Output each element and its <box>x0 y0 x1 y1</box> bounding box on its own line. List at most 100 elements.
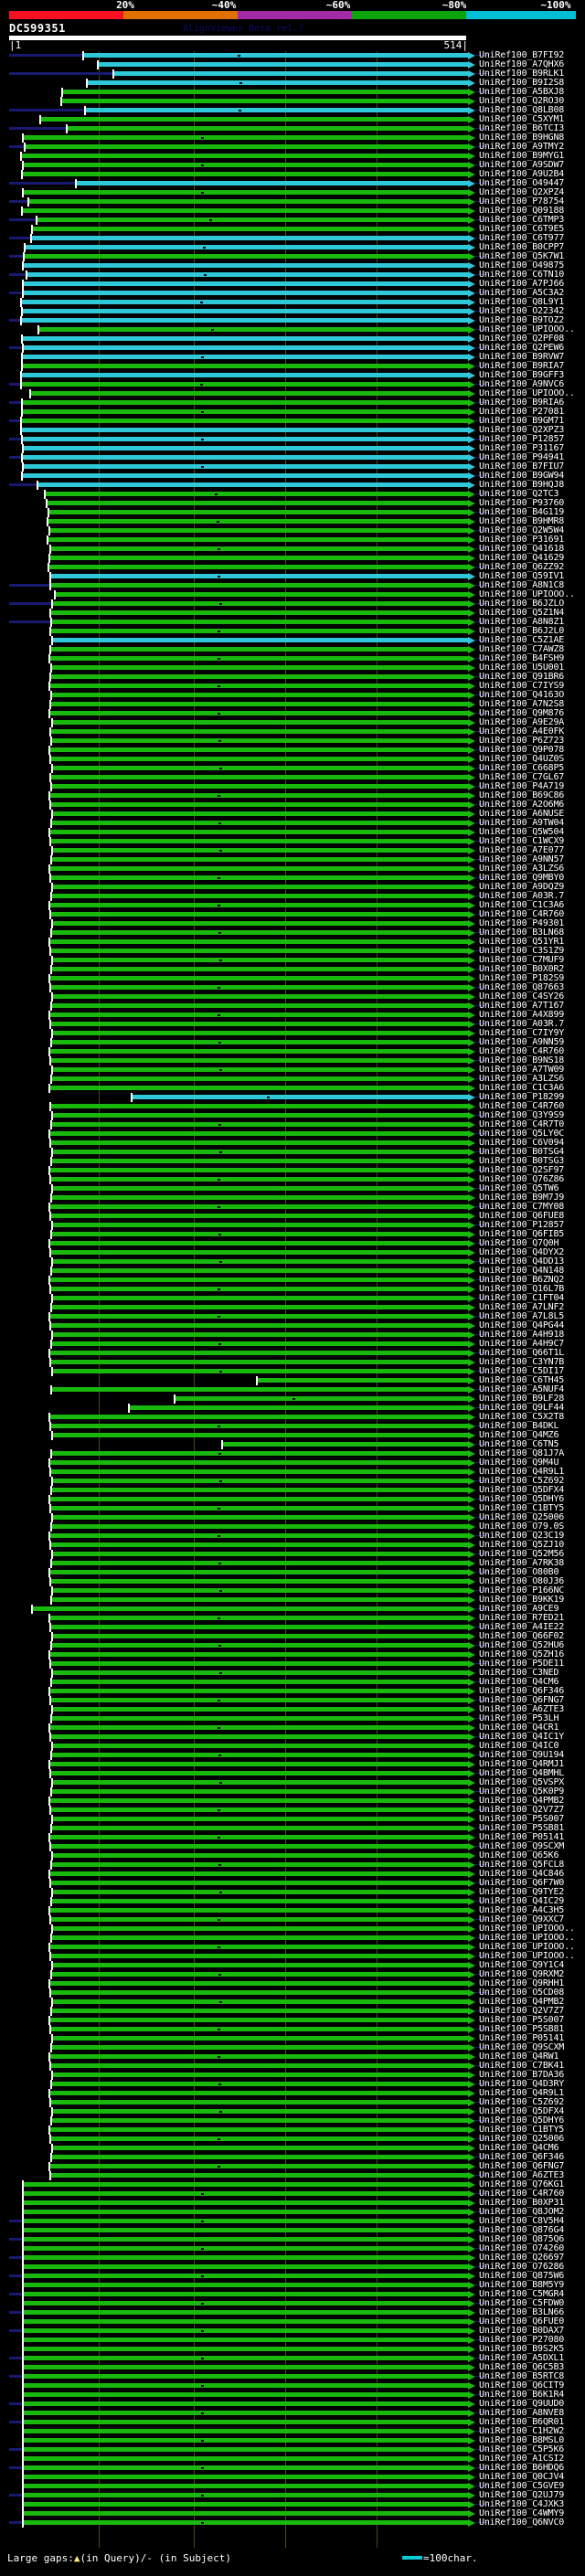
subject-id-label[interactable]: UniRef100_Q81J7A <box>479 1448 565 1458</box>
subject-id-label[interactable]: UniRef100_Q8L9Y1 <box>479 297 565 307</box>
subject-id-label[interactable]: UniRef100_Q4D3RY <box>479 2079 565 2089</box>
alignment-row[interactable]: UniRef100_A4H918 <box>0 1330 585 1340</box>
alignment-row[interactable]: UniRef100_C1C3A6 <box>0 901 585 910</box>
alignment-row[interactable]: UniRef100_B9GFF3 <box>0 371 585 380</box>
subject-id-label[interactable]: UniRef100_P31691 <box>479 535 565 545</box>
alignment-row[interactable]: UniRef100_Q6FNG7 <box>0 2162 585 2171</box>
subject-id-label[interactable]: UniRef100_P18299 <box>479 1092 565 1102</box>
subject-id-label[interactable]: UniRef100_C5MGR4 <box>479 2289 565 2299</box>
subject-id-label[interactable]: UniRef100_C7AWZ8 <box>479 644 565 654</box>
subject-id-label[interactable]: UniRef100_Q9P078 <box>479 745 565 755</box>
subject-id-label[interactable]: UniRef100_UPIOOO.. <box>479 324 575 334</box>
subject-id-label[interactable]: UniRef100_Q7Q0H <box>479 1238 559 1248</box>
subject-id-label[interactable]: UniRef100_Q87663 <box>479 982 565 992</box>
subject-id-label[interactable]: UniRef100_C5Z692 <box>479 1476 565 1486</box>
alignment-row[interactable]: UniRef100_Q4MZ6 <box>0 1431 585 1440</box>
alignment-row[interactable]: UniRef100_O79.0S <box>0 1522 585 1532</box>
subject-id-label[interactable]: UniRef100_Q4R9L1 <box>479 1467 565 1477</box>
subject-id-label[interactable]: UniRef100_Q66F02 <box>479 1631 565 1641</box>
subject-id-label[interactable]: UniRef100_A9SDW7 <box>479 160 565 170</box>
subject-id-label[interactable]: UniRef100_Q4IC1Y <box>479 1732 565 1742</box>
alignment-row[interactable]: UniRef100_UPIOOO.. <box>0 1924 585 1934</box>
alignment-row[interactable]: UniRef100_P94941 <box>0 453 585 462</box>
alignment-row[interactable]: UniRef100_B9NS18 <box>0 1056 585 1065</box>
alignment-row[interactable]: UniRef100_P78754 <box>0 197 585 207</box>
subject-id-label[interactable]: UniRef100_Q2W5W4 <box>479 525 565 535</box>
alignment-row[interactable]: UniRef100_C5P5K6 <box>0 2445 585 2454</box>
subject-id-label[interactable]: UniRef100_A9CE9 <box>479 1604 559 1614</box>
subject-id-label[interactable]: UniRef100_A9NVC6 <box>479 379 565 389</box>
subject-id-label[interactable]: UniRef100_Q76Z86 <box>479 1174 565 1184</box>
alignment-row[interactable]: UniRef100_B4G119 <box>0 508 585 517</box>
subject-id-label[interactable]: UniRef100_Q5ZH16 <box>479 1649 565 1659</box>
alignment-row[interactable]: UniRef100_Q6FIB5 <box>0 1230 585 1239</box>
subject-id-label[interactable]: UniRef100_O80B0 <box>479 1567 559 1577</box>
subject-id-label[interactable]: UniRef100_O49875 <box>479 260 565 270</box>
subject-id-label[interactable]: UniRef100_B8M5Y9 <box>479 2280 565 2290</box>
subject-id-label[interactable]: UniRef100_B9NS18 <box>479 1055 565 1065</box>
subject-id-label[interactable]: UniRef100_P12857 <box>479 434 565 444</box>
subject-id-label[interactable]: UniRef100_Q875Q6 <box>479 2234 565 2244</box>
alignment-row[interactable]: UniRef100_Q87663 <box>0 983 585 992</box>
subject-id-label[interactable]: UniRef100_Q4CM6 <box>479 2143 559 2153</box>
subject-id-label[interactable]: UniRef100_O76286 <box>479 2262 565 2272</box>
alignment-row[interactable]: UniRef100_Q2TC3 <box>0 490 585 499</box>
subject-id-label[interactable]: UniRef100_Q4BMHL <box>479 1768 565 1778</box>
alignment-row[interactable]: UniRef100_A4E0FK <box>0 727 585 737</box>
alignment-row[interactable]: UniRef100_A9TW04 <box>0 819 585 828</box>
alignment-row[interactable]: UniRef100_C3S1Z9 <box>0 947 585 956</box>
subject-id-label[interactable]: UniRef100_P78754 <box>479 196 565 207</box>
alignment-row[interactable]: UniRef100_Q4R9L1 <box>0 2089 585 2098</box>
alignment-row[interactable]: UniRef100_Q4D3RY <box>0 2080 585 2089</box>
alignment-row[interactable]: UniRef100_Q52HU6 <box>0 1641 585 1650</box>
alignment-row[interactable]: UniRef100_P4A719 <box>0 782 585 791</box>
subject-id-label[interactable]: UniRef100_A03R.7 <box>479 1019 565 1029</box>
alignment-row[interactable]: UniRef100_UPIOOO.. <box>0 1934 585 1943</box>
subject-id-label[interactable]: UniRef100_Q6F7W0 <box>479 1878 565 1888</box>
subject-id-label[interactable]: UniRef100_Q6NVC0 <box>479 2518 565 2528</box>
subject-id-label[interactable]: UniRef100_Q5VSPX <box>479 1777 565 1787</box>
alignment-row[interactable]: UniRef100_Q4RW1 <box>0 2052 585 2062</box>
subject-id-label[interactable]: UniRef100_C5P5K6 <box>479 2444 565 2454</box>
alignment-row[interactable]: UniRef100_B9LF28 <box>0 1394 585 1404</box>
alignment-row[interactable]: UniRef100_P31167 <box>0 444 585 453</box>
subject-id-label[interactable]: UniRef100_Q9TYE2 <box>479 1887 565 1897</box>
alignment-row[interactable]: UniRef100_Q4IC1Y <box>0 1733 585 1742</box>
subject-id-label[interactable]: UniRef100_A2O6M6 <box>479 800 565 810</box>
subject-id-label[interactable]: UniRef100_O5CD08 <box>479 1988 565 1998</box>
subject-id-label[interactable]: UniRef100_B9GFF3 <box>479 370 565 380</box>
alignment-row[interactable]: UniRef100_B7DA36 <box>0 2071 585 2080</box>
alignment-row[interactable]: UniRef100_B9MYG1 <box>0 152 585 161</box>
alignment-row[interactable]: UniRef100_B9RVW7 <box>0 353 585 362</box>
subject-id-label[interactable]: UniRef100_Q4R9L1 <box>479 2088 565 2098</box>
subject-id-label[interactable]: UniRef100_Q4RW1 <box>479 2051 559 2062</box>
subject-id-label[interactable]: UniRef100_C5FDW0 <box>479 2298 565 2308</box>
alignment-row[interactable]: UniRef100_C6T977 <box>0 234 585 243</box>
alignment-row[interactable]: UniRef100_A4X899 <box>0 1011 585 1020</box>
alignment-row[interactable]: UniRef100_Q4CR1 <box>0 1723 585 1733</box>
alignment-row[interactable]: UniRef100_UPIOOO.. <box>0 325 585 334</box>
subject-id-label[interactable]: UniRef100_P5DE11 <box>479 1659 565 1669</box>
alignment-row[interactable]: UniRef100_Q8L9Y1 <box>0 298 585 307</box>
subject-id-label[interactable]: UniRef100_B6K1R4 <box>479 2390 565 2400</box>
alignment-row[interactable]: UniRef100_C3YN7B <box>0 1358 585 1367</box>
alignment-row[interactable]: UniRef100_Q5LY0C <box>0 1129 585 1139</box>
subject-id-label[interactable]: UniRef100_B6JZLO <box>479 599 565 609</box>
alignment-row[interactable]: UniRef100_A7LNF2 <box>0 1303 585 1312</box>
alignment-row[interactable]: UniRef100_C5MGR4 <box>0 2290 585 2299</box>
subject-id-label[interactable]: UniRef100_C1WCX9 <box>479 836 565 846</box>
alignment-row[interactable]: UniRef100_Q4R9L1 <box>0 1468 585 1477</box>
subject-id-label[interactable]: UniRef100_A9NN59 <box>479 1037 565 1047</box>
alignment-row[interactable]: UniRef100_B9GW94 <box>0 472 585 481</box>
subject-id-label[interactable]: UniRef100_Q4C846 <box>479 1869 565 1879</box>
alignment-row[interactable]: UniRef100_Q6FUE8 <box>0 1212 585 1221</box>
alignment-row[interactable]: UniRef100_UPIOOO.. <box>0 1943 585 1952</box>
subject-id-label[interactable]: UniRef100_Q2XPZ3 <box>479 425 565 435</box>
subject-id-label[interactable]: UniRef100_Q4N148 <box>479 1266 565 1276</box>
subject-id-label[interactable]: UniRef100_Q6FUE8 <box>479 1211 565 1221</box>
alignment-row[interactable]: UniRef100_P05141 <box>0 2034 585 2043</box>
alignment-row[interactable]: UniRef100_Q9M4U <box>0 1458 585 1468</box>
alignment-row[interactable]: UniRef100_Q16L7B <box>0 1285 585 1294</box>
subject-id-label[interactable]: UniRef100_C668P5 <box>479 763 565 773</box>
alignment-row[interactable]: UniRef100_Q8JOM2 <box>0 2208 585 2217</box>
